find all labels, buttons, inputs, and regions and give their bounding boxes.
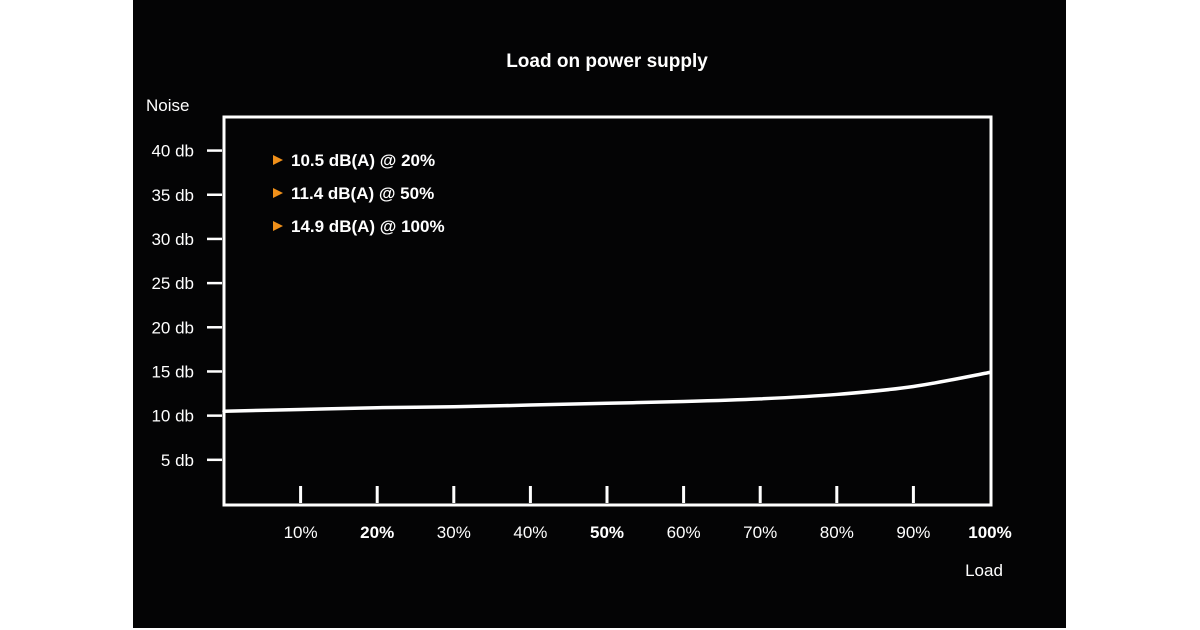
y-tick-label: 10 db (151, 407, 194, 426)
x-axis-label: Load (965, 561, 1003, 580)
annotation-label: 11.4 dB(A) @ 50% (291, 184, 434, 203)
x-tick-label: 10% (284, 523, 318, 542)
y-tick-label: 35 db (151, 186, 194, 205)
plot-frame (222, 115, 993, 507)
x-tick-label: 100% (968, 523, 1011, 542)
x-tick-label: 30% (437, 523, 471, 542)
x-tick-label: 90% (896, 523, 930, 542)
y-tick-label: 30 db (151, 230, 194, 249)
triangle-bullet-icon (273, 155, 283, 165)
noise-curve (222, 370, 992, 413)
y-tick-label: 20 db (151, 318, 194, 337)
x-tick-label: 70% (743, 523, 777, 542)
x-tick-label: 50% (590, 523, 624, 542)
triangle-bullet-icon (273, 221, 283, 231)
y-tick-label: 5 db (161, 451, 194, 470)
triangle-bullet-icon (273, 188, 283, 198)
y-tick-label: 40 db (151, 142, 194, 161)
y-tick-label: 25 db (151, 274, 194, 293)
x-tick-label: 20% (360, 523, 394, 542)
x-tick-label: 80% (820, 523, 854, 542)
annotation-label: 14.9 dB(A) @ 100% (291, 217, 445, 236)
annotation-label: 10.5 dB(A) @ 20% (291, 151, 435, 170)
chart-title: Load on power supply (506, 51, 708, 72)
y-axis-label: Noise (146, 96, 189, 115)
y-tick-label: 15 db (151, 362, 194, 381)
chart-panel (133, 0, 1066, 628)
x-tick-label: 60% (667, 523, 701, 542)
x-tick-label: 40% (513, 523, 547, 542)
